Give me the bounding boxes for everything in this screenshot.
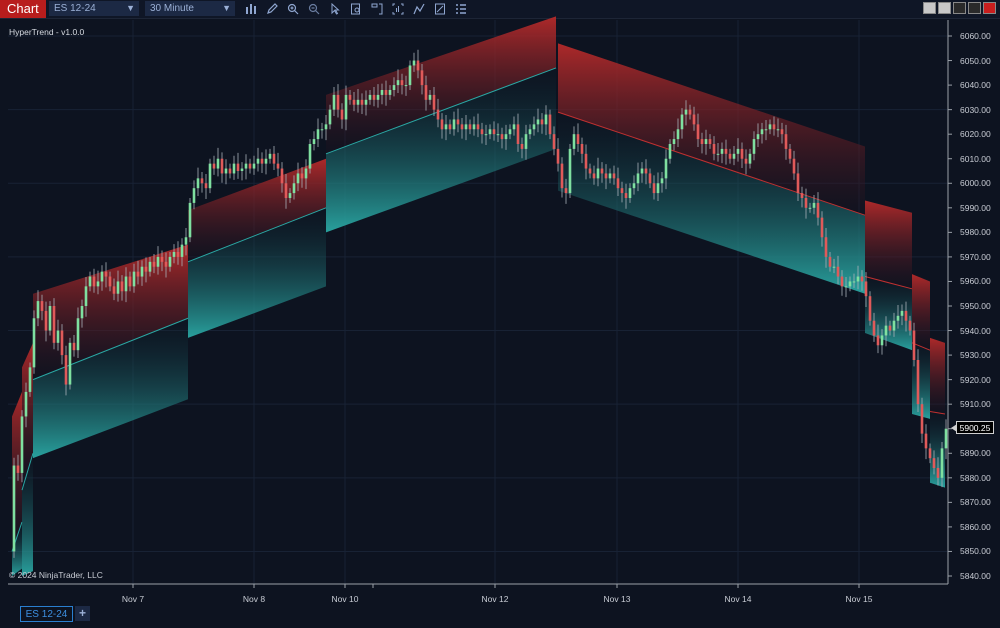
price-tick-label: 5980.00: [960, 227, 991, 238]
time-tick-label: Nov 7: [121, 594, 145, 604]
time-tick-label: Nov 10: [331, 594, 359, 604]
price-tick-label: 6000.00: [960, 178, 991, 189]
chevron-down-icon: ▼: [222, 3, 231, 13]
chart-axes: [8, 20, 952, 588]
hypertrend-bands: [11, 16, 946, 576]
candlesticks: [12, 49, 948, 558]
last-price-marker: 5900.25: [951, 421, 994, 434]
price-tick-label: 5920.00: [960, 374, 991, 385]
instrument-selector[interactable]: ES 12-24 ▼: [49, 1, 139, 16]
instrument-value: ES 12-24: [54, 3, 96, 14]
add-tab-button[interactable]: +: [75, 606, 90, 621]
price-tick-label: 6030.00: [960, 104, 991, 115]
price-tick-label: 5970.00: [960, 251, 991, 262]
time-tick-label: Nov 14: [724, 594, 752, 604]
zoom-in-icon[interactable]: [285, 1, 301, 17]
time-tick-label: Nov 13: [603, 594, 631, 604]
properties-icon[interactable]: [369, 1, 385, 17]
close-icon[interactable]: [983, 2, 996, 14]
pointer-icon[interactable]: [327, 1, 343, 17]
price-tick-label: 6040.00: [960, 80, 991, 91]
price-tick-label: 6050.00: [960, 55, 991, 66]
window-restore-icon[interactable]: [923, 2, 936, 14]
price-tick-label: 6020.00: [960, 129, 991, 140]
templates-icon[interactable]: [432, 1, 448, 17]
chart-title-tab[interactable]: Chart: [0, 0, 46, 18]
menu-list-icon[interactable]: [453, 1, 469, 17]
price-tick-label: 5850.00: [960, 546, 991, 557]
price-tick-label: 5990.00: [960, 202, 991, 213]
instrument-tab[interactable]: ES 12-24: [20, 606, 73, 622]
chart-toolbar: Chart ES 12-24 ▼ 30 Minute ▼: [0, 0, 1000, 19]
price-tick-label: 5960.00: [960, 276, 991, 287]
price-tick-label: 5860.00: [960, 521, 991, 532]
interval-value: 30 Minute: [150, 3, 194, 14]
indicator-label: HyperTrend - v1.0.0: [9, 27, 85, 37]
time-tick-label: Nov 12: [481, 594, 509, 604]
pencil-draw-icon[interactable]: [264, 1, 280, 17]
price-tick-label: 5950.00: [960, 301, 991, 311]
zoom-out-icon[interactable]: [306, 1, 322, 17]
strategies-icon[interactable]: [390, 1, 406, 17]
data-box-icon[interactable]: [348, 1, 364, 17]
price-tick-label: 5890.00: [960, 448, 991, 459]
copyright-text: © 2024 NinjaTrader, LLC: [9, 570, 103, 580]
price-tick-label: 5880.00: [960, 472, 991, 483]
price-tick-label: 5910.00: [960, 399, 991, 410]
price-tick-label: 5840.00: [960, 571, 991, 581]
minimize-icon[interactable]: [953, 2, 966, 14]
window-controls: [923, 2, 996, 14]
toolbar-icons: [243, 1, 469, 17]
price-tick-label: 6060.00: [960, 31, 991, 41]
price-tick-label: 5870.00: [960, 497, 991, 508]
price-tick-label: 5940.00: [960, 325, 991, 336]
bar-type-icon[interactable]: [243, 1, 259, 17]
price-tick-label: 5930.00: [960, 350, 991, 361]
indicators-icon[interactable]: [411, 1, 427, 17]
window-tile-icon[interactable]: [938, 2, 951, 14]
interval-selector[interactable]: 30 Minute ▼: [145, 1, 235, 16]
chevron-down-icon: ▼: [126, 3, 135, 13]
time-tick-label: Nov 15: [845, 594, 873, 604]
maximize-icon[interactable]: [968, 2, 981, 14]
time-tick-label: Nov 8: [242, 594, 266, 604]
price-tick-label: 6010.00: [960, 153, 991, 164]
